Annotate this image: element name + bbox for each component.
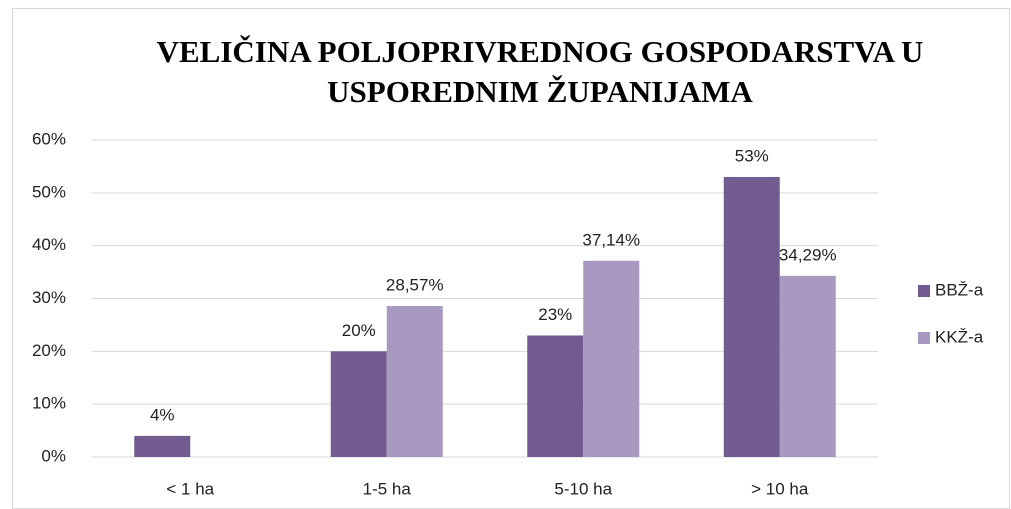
data-label: 28,57%	[386, 276, 444, 295]
bar	[330, 351, 387, 457]
legend-swatch	[918, 285, 930, 297]
y-tick-label: 40%	[32, 235, 66, 254]
y-tick-label: 50%	[32, 182, 66, 201]
x-tick-label: < 1 ha	[166, 479, 214, 498]
x-tick-label: 1-5 ha	[363, 479, 412, 498]
legend-label: BBŽ-a	[935, 280, 984, 299]
chart-title: VELIČINA POLJOPRIVREDNOG GOSPODARSTVA U …	[156, 34, 924, 109]
data-label: 4%	[150, 405, 175, 424]
bar	[779, 275, 836, 457]
y-tick-label: 30%	[32, 288, 66, 307]
legend-swatch	[918, 332, 930, 344]
legend-label: KKŽ-a	[935, 327, 984, 346]
data-label: 37,14%	[582, 230, 640, 249]
x-tick-label: > 10 ha	[751, 479, 809, 498]
y-tick-label: 20%	[32, 341, 66, 360]
bar	[386, 306, 443, 457]
data-label: 23%	[538, 305, 572, 324]
y-tick-label: 60%	[32, 129, 66, 148]
bar	[583, 260, 640, 457]
bar	[134, 435, 191, 457]
bar	[527, 335, 584, 457]
data-label: 34,29%	[779, 245, 837, 264]
y-tick-label: 10%	[32, 394, 66, 413]
data-label: 20%	[342, 321, 376, 340]
bar	[723, 176, 780, 457]
x-tick-label: 5-10 ha	[554, 479, 612, 498]
y-tick-label: 0%	[41, 446, 66, 465]
data-label: 53%	[735, 146, 769, 165]
